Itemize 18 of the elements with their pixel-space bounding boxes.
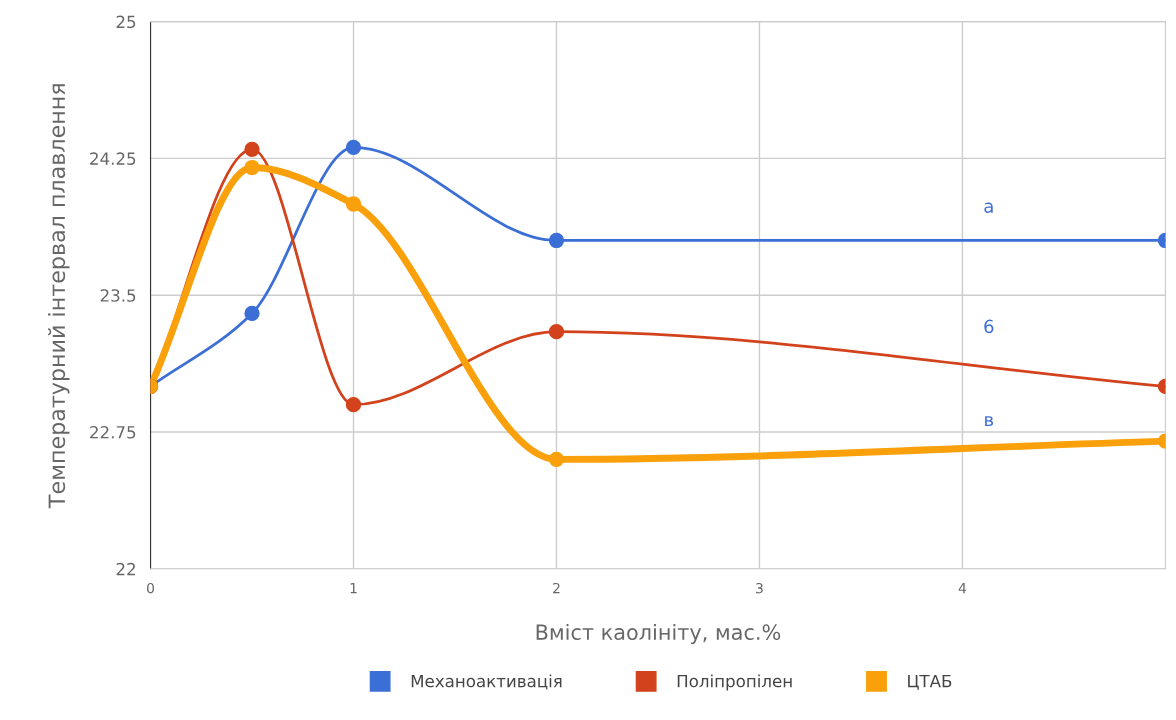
legend-label: ЦТАБ xyxy=(908,674,952,690)
x-tick-label: 0 xyxy=(147,582,155,594)
y-axis-title: Температурний інтервал плавлення xyxy=(47,84,70,509)
annotation: 6 xyxy=(984,319,994,334)
y-tick-label: 22.75 xyxy=(90,425,136,439)
x-tick-label: 4 xyxy=(958,583,967,594)
y-tick-label: 25 xyxy=(116,15,136,29)
x-tick-label: 3 xyxy=(756,582,763,594)
annotation: а xyxy=(984,202,993,213)
x-tick-label: 1 xyxy=(350,583,357,594)
y-tick-label: 23.5 xyxy=(100,289,136,302)
y-tick-label: 24.25 xyxy=(90,152,136,165)
x-tick-label: 2 xyxy=(553,582,560,594)
annotation: в xyxy=(985,416,994,427)
x-axis-title: Вміст каолініту, мас.% xyxy=(536,623,781,645)
legend-label: Поліпропілен xyxy=(677,674,792,691)
legend-label: Механоактивація xyxy=(411,674,562,690)
y-tick-label: 22 xyxy=(116,562,135,576)
